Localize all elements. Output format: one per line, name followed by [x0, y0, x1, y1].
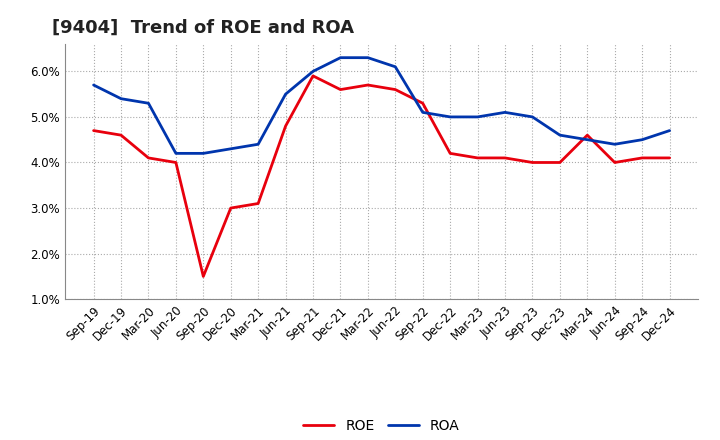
ROE: [391, 87, 400, 92]
Text: [9404]  Trend of ROE and ROA: [9404] Trend of ROE and ROA: [52, 19, 354, 37]
ROE: [199, 274, 207, 279]
Line: ROE: ROE: [94, 76, 670, 276]
ROA: [336, 55, 345, 60]
ROA: [144, 101, 153, 106]
ROA: [391, 64, 400, 70]
ROE: [556, 160, 564, 165]
ROE: [638, 155, 647, 161]
ROE: [446, 151, 454, 156]
ROE: [226, 205, 235, 211]
ROA: [171, 151, 180, 156]
ROE: [665, 155, 674, 161]
ROA: [117, 96, 125, 101]
ROA: [446, 114, 454, 120]
ROA: [364, 55, 372, 60]
ROE: [254, 201, 263, 206]
ROE: [117, 132, 125, 138]
ROE: [144, 155, 153, 161]
ROE: [309, 73, 318, 78]
ROA: [611, 142, 619, 147]
ROE: [282, 123, 290, 128]
ROA: [473, 114, 482, 120]
Legend: ROE, ROA: ROE, ROA: [298, 413, 465, 438]
ROE: [336, 87, 345, 92]
ROE: [611, 160, 619, 165]
ROA: [254, 142, 263, 147]
ROA: [418, 110, 427, 115]
ROA: [528, 114, 537, 120]
ROE: [89, 128, 98, 133]
ROA: [500, 110, 509, 115]
ROA: [638, 137, 647, 143]
ROE: [418, 101, 427, 106]
ROA: [199, 151, 207, 156]
ROE: [364, 82, 372, 88]
ROE: [500, 155, 509, 161]
ROA: [226, 146, 235, 151]
ROA: [309, 69, 318, 74]
ROA: [282, 92, 290, 97]
Line: ROA: ROA: [94, 58, 670, 154]
ROE: [583, 132, 592, 138]
ROA: [583, 137, 592, 143]
ROE: [171, 160, 180, 165]
ROA: [665, 128, 674, 133]
ROA: [556, 132, 564, 138]
ROA: [89, 82, 98, 88]
ROE: [473, 155, 482, 161]
ROE: [528, 160, 537, 165]
